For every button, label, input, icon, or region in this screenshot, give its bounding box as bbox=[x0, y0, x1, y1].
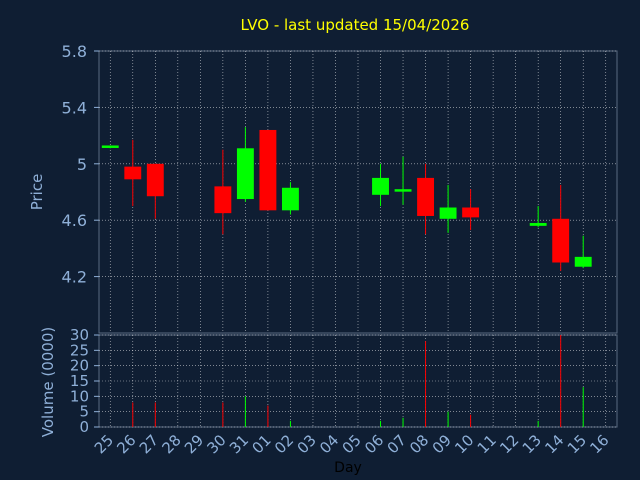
candle-body bbox=[462, 207, 480, 218]
price-tick-label: 5 bbox=[77, 155, 87, 174]
price-axis-label: Price bbox=[28, 174, 46, 211]
candle-body bbox=[372, 177, 389, 195]
volume-tick-label: 5 bbox=[79, 403, 89, 421]
candle-body bbox=[529, 223, 547, 226]
volume-tick-label: 25 bbox=[70, 341, 89, 359]
candle-body bbox=[574, 256, 592, 267]
candle-body bbox=[101, 145, 119, 148]
candle-body bbox=[146, 163, 164, 197]
candle-body bbox=[259, 129, 277, 211]
x-axis: 2526272829303101020304050607080910111213… bbox=[91, 431, 613, 457]
candle-body bbox=[552, 218, 570, 263]
volume-axis-label: Volume (0000) bbox=[39, 327, 57, 437]
volume-tick-label: 15 bbox=[70, 372, 89, 390]
price-tick-label: 4.2 bbox=[62, 268, 87, 287]
volume-tick-label: 20 bbox=[70, 357, 89, 375]
candle-body bbox=[236, 148, 254, 200]
x-axis-label: Day bbox=[334, 460, 362, 476]
candle-body bbox=[124, 166, 142, 180]
x-tick-label: 16 bbox=[586, 431, 612, 457]
candle-body bbox=[417, 177, 435, 216]
candle-body bbox=[439, 207, 457, 219]
price-panel: 5.8 5.4 5 4.6 4.2 bbox=[62, 42, 618, 334]
volume-tick-label: 0 bbox=[79, 418, 89, 436]
volume-tick-label: 10 bbox=[70, 387, 89, 405]
candle-body bbox=[214, 186, 232, 214]
volume-tick-label: 30 bbox=[70, 326, 89, 344]
candle-body bbox=[281, 187, 299, 211]
price-tick-label: 5.4 bbox=[62, 98, 87, 117]
price-tick-label: 5.8 bbox=[62, 42, 87, 61]
candle-body bbox=[394, 189, 412, 192]
price-tick-label: 4.6 bbox=[62, 211, 87, 230]
chart-title: LVO - last updated 15/04/2026 bbox=[241, 16, 470, 34]
